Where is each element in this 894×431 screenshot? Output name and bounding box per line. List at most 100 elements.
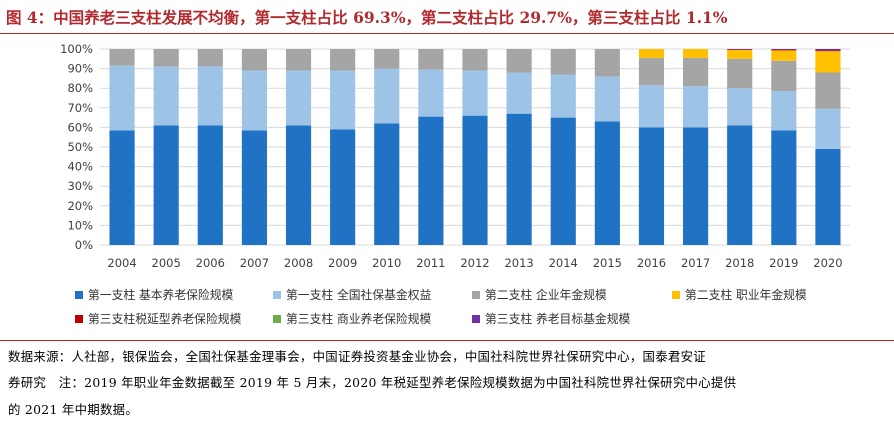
bar-segment-2020-s1 xyxy=(815,108,841,149)
x-tick-label: 2007 xyxy=(240,256,269,270)
x-tick-label: 2017 xyxy=(681,256,710,270)
bar-segment-2017-s1 xyxy=(683,86,709,128)
x-axis-tick-labels: 2004 2005 2006 2007 2008 2009 2010 2011 2012 2013… xyxy=(107,256,842,270)
legend-swatch xyxy=(472,291,480,299)
bar-segment-2006-s1 xyxy=(197,66,223,126)
bar-segment-2019-s1 xyxy=(771,91,797,131)
x-tick-label: 2011 xyxy=(416,256,445,270)
bar-segment-2019-s2 xyxy=(771,60,797,92)
bar-segment-2019-s3 xyxy=(771,50,797,61)
bar-segment-2009-s2 xyxy=(330,49,356,71)
bar-segment-2007-s1 xyxy=(241,70,267,131)
bar-segment-2020-s6 xyxy=(815,49,841,51)
legend-label: 第一支柱 基本养老保险规模 xyxy=(88,288,234,302)
bar-segment-2014-s2 xyxy=(550,49,576,75)
bar-segment-2019-s0 xyxy=(771,130,797,245)
bar-segment-2008-s2 xyxy=(285,49,312,71)
x-tick-label: 2020 xyxy=(813,256,842,270)
bar-segment-2005-s2 xyxy=(153,49,179,67)
y-tick-label: 70% xyxy=(67,101,93,115)
legend-label: 第三支柱 养老目标基金规模 xyxy=(485,312,631,326)
y-tick-label: 80% xyxy=(67,81,93,95)
x-tick-label: 2004 xyxy=(107,256,136,270)
bar-segment-2006-s2 xyxy=(197,49,223,67)
legend-label: 第三支柱税延型养老保险规模 xyxy=(88,312,242,326)
bar-segment-2018-s6 xyxy=(727,49,753,50)
bar-segment-2007-s0 xyxy=(241,130,267,245)
bar-segment-2010-s2 xyxy=(374,49,400,69)
bar-segment-2004-s2 xyxy=(109,49,135,66)
legend-swatch xyxy=(273,315,281,323)
bar-segment-2011-s0 xyxy=(418,116,444,246)
bar-segment-2005-s0 xyxy=(153,125,179,245)
y-tick-label: 90% xyxy=(67,62,93,76)
x-tick-label: 2018 xyxy=(725,256,754,270)
bar-segment-2008-s1 xyxy=(285,70,312,126)
source-note-line-2: 券研究 注：2019 年职业年金数据截至 2019 年 5 月末，2020 年税… xyxy=(8,375,737,390)
x-tick-label: 2012 xyxy=(460,256,489,270)
y-tick-label: 40% xyxy=(67,160,93,174)
legend-swatch xyxy=(75,315,83,323)
bar-segment-2015-s1 xyxy=(594,76,620,122)
legend-label: 第二支柱 职业年金规模 xyxy=(685,288,807,302)
bar-segment-2013-s1 xyxy=(506,72,532,114)
x-tick-label: 2008 xyxy=(284,256,313,270)
figure-title: 图 4：中国养老三支柱发展不均衡，第一支柱占比 69.3%，第二支柱占比 29.… xyxy=(6,8,728,27)
bar-segment-2015-s2 xyxy=(594,49,620,77)
bar-segment-2011-s2 xyxy=(418,49,444,70)
x-tick-label: 2019 xyxy=(769,256,798,270)
y-axis-tick-labels: 0% 10% 20% 30% 40% 50% 60% 70% 80% 90% 100% xyxy=(60,42,93,252)
bar-segment-2007-s2 xyxy=(241,49,267,71)
bar-segment-2010-s1 xyxy=(374,68,400,124)
bar-segment-2009-s0 xyxy=(330,129,356,245)
bar-segment-2018-s2 xyxy=(727,58,753,89)
bar-segment-2010-s0 xyxy=(374,123,400,245)
bar-segment-2013-s2 xyxy=(506,49,532,73)
bar-segment-2013-s0 xyxy=(506,113,532,246)
bar-segment-2018-s3 xyxy=(727,49,753,59)
y-tick-label: 60% xyxy=(67,120,93,134)
bar-segment-2014-s1 xyxy=(550,74,576,118)
bar-segment-2012-s1 xyxy=(462,70,488,116)
legend-label: 第一支柱 全国社保基金权益 xyxy=(286,288,432,302)
bar-segment-2006-s0 xyxy=(197,125,223,245)
y-tick-label: 50% xyxy=(67,140,93,154)
legend-swatch xyxy=(273,291,281,299)
bar-segment-2018-s1 xyxy=(727,88,753,126)
x-tick-label: 2014 xyxy=(549,256,578,270)
y-tick-label: 10% xyxy=(67,218,93,232)
x-tick-label: 2010 xyxy=(372,256,401,270)
bar-segment-2017-s3 xyxy=(683,49,709,58)
bar-segment-2009-s1 xyxy=(330,70,356,130)
legend-label: 第二支柱 企业年金规模 xyxy=(485,288,607,302)
bar-segment-2016-s0 xyxy=(638,127,665,245)
bar-segment-2008-s0 xyxy=(285,125,312,245)
legend-swatch xyxy=(472,315,480,323)
source-note-line-1: 数据来源：人社部，银保监会，全国社保基金理事会，中国证券投资基金业协会，中国社科… xyxy=(8,349,706,364)
x-tick-label: 2006 xyxy=(196,256,225,270)
bar-segment-2017-s0 xyxy=(683,127,709,245)
y-tick-label: 30% xyxy=(67,179,93,193)
x-tick-label: 2005 xyxy=(152,256,181,270)
bar-segment-2004-s1 xyxy=(109,65,135,131)
bar-segment-2020-s4 xyxy=(815,50,841,52)
legend: 第一支柱 基本养老保险规模 第一支柱 全国社保基金权益 第二支柱 企业年金规模 第二支… xyxy=(75,288,807,326)
legend-label: 第三支柱 商业养老保险规模 xyxy=(286,312,432,326)
bar-segment-2019-s6 xyxy=(771,49,797,50)
figure-title-bar: 图 4：中国养老三支柱发展不均衡，第一支柱占比 69.3%，第二支柱占比 29.… xyxy=(0,0,894,34)
bar-segment-2016-s3 xyxy=(638,49,665,58)
stacked-bar-chart: 0%10%20%30%40%50%60%70%80%90%100% 2004 20… xyxy=(60,42,850,326)
source-note-line-3: 的 2021 年中期数据。 xyxy=(8,402,139,417)
bar-segment-2016-s2 xyxy=(638,57,665,86)
bar-segment-2020-s2 xyxy=(815,72,841,109)
bar-segment-2004-s0 xyxy=(109,130,135,245)
x-tick-label: 2009 xyxy=(328,256,357,270)
bar-segment-2014-s0 xyxy=(550,117,576,245)
bar-segment-2020-s3 xyxy=(815,51,841,73)
legend-swatch xyxy=(672,291,680,299)
bar-segment-2012-s0 xyxy=(462,115,488,245)
bar-segment-2020-s0 xyxy=(815,148,841,245)
source-note: 数据来源：人社部，银保监会，全国社保基金理事会，中国证券投资基金业协会，中国社科… xyxy=(0,340,894,431)
bar-segment-2005-s1 xyxy=(153,66,179,126)
bar-segment-2011-s1 xyxy=(418,69,444,117)
